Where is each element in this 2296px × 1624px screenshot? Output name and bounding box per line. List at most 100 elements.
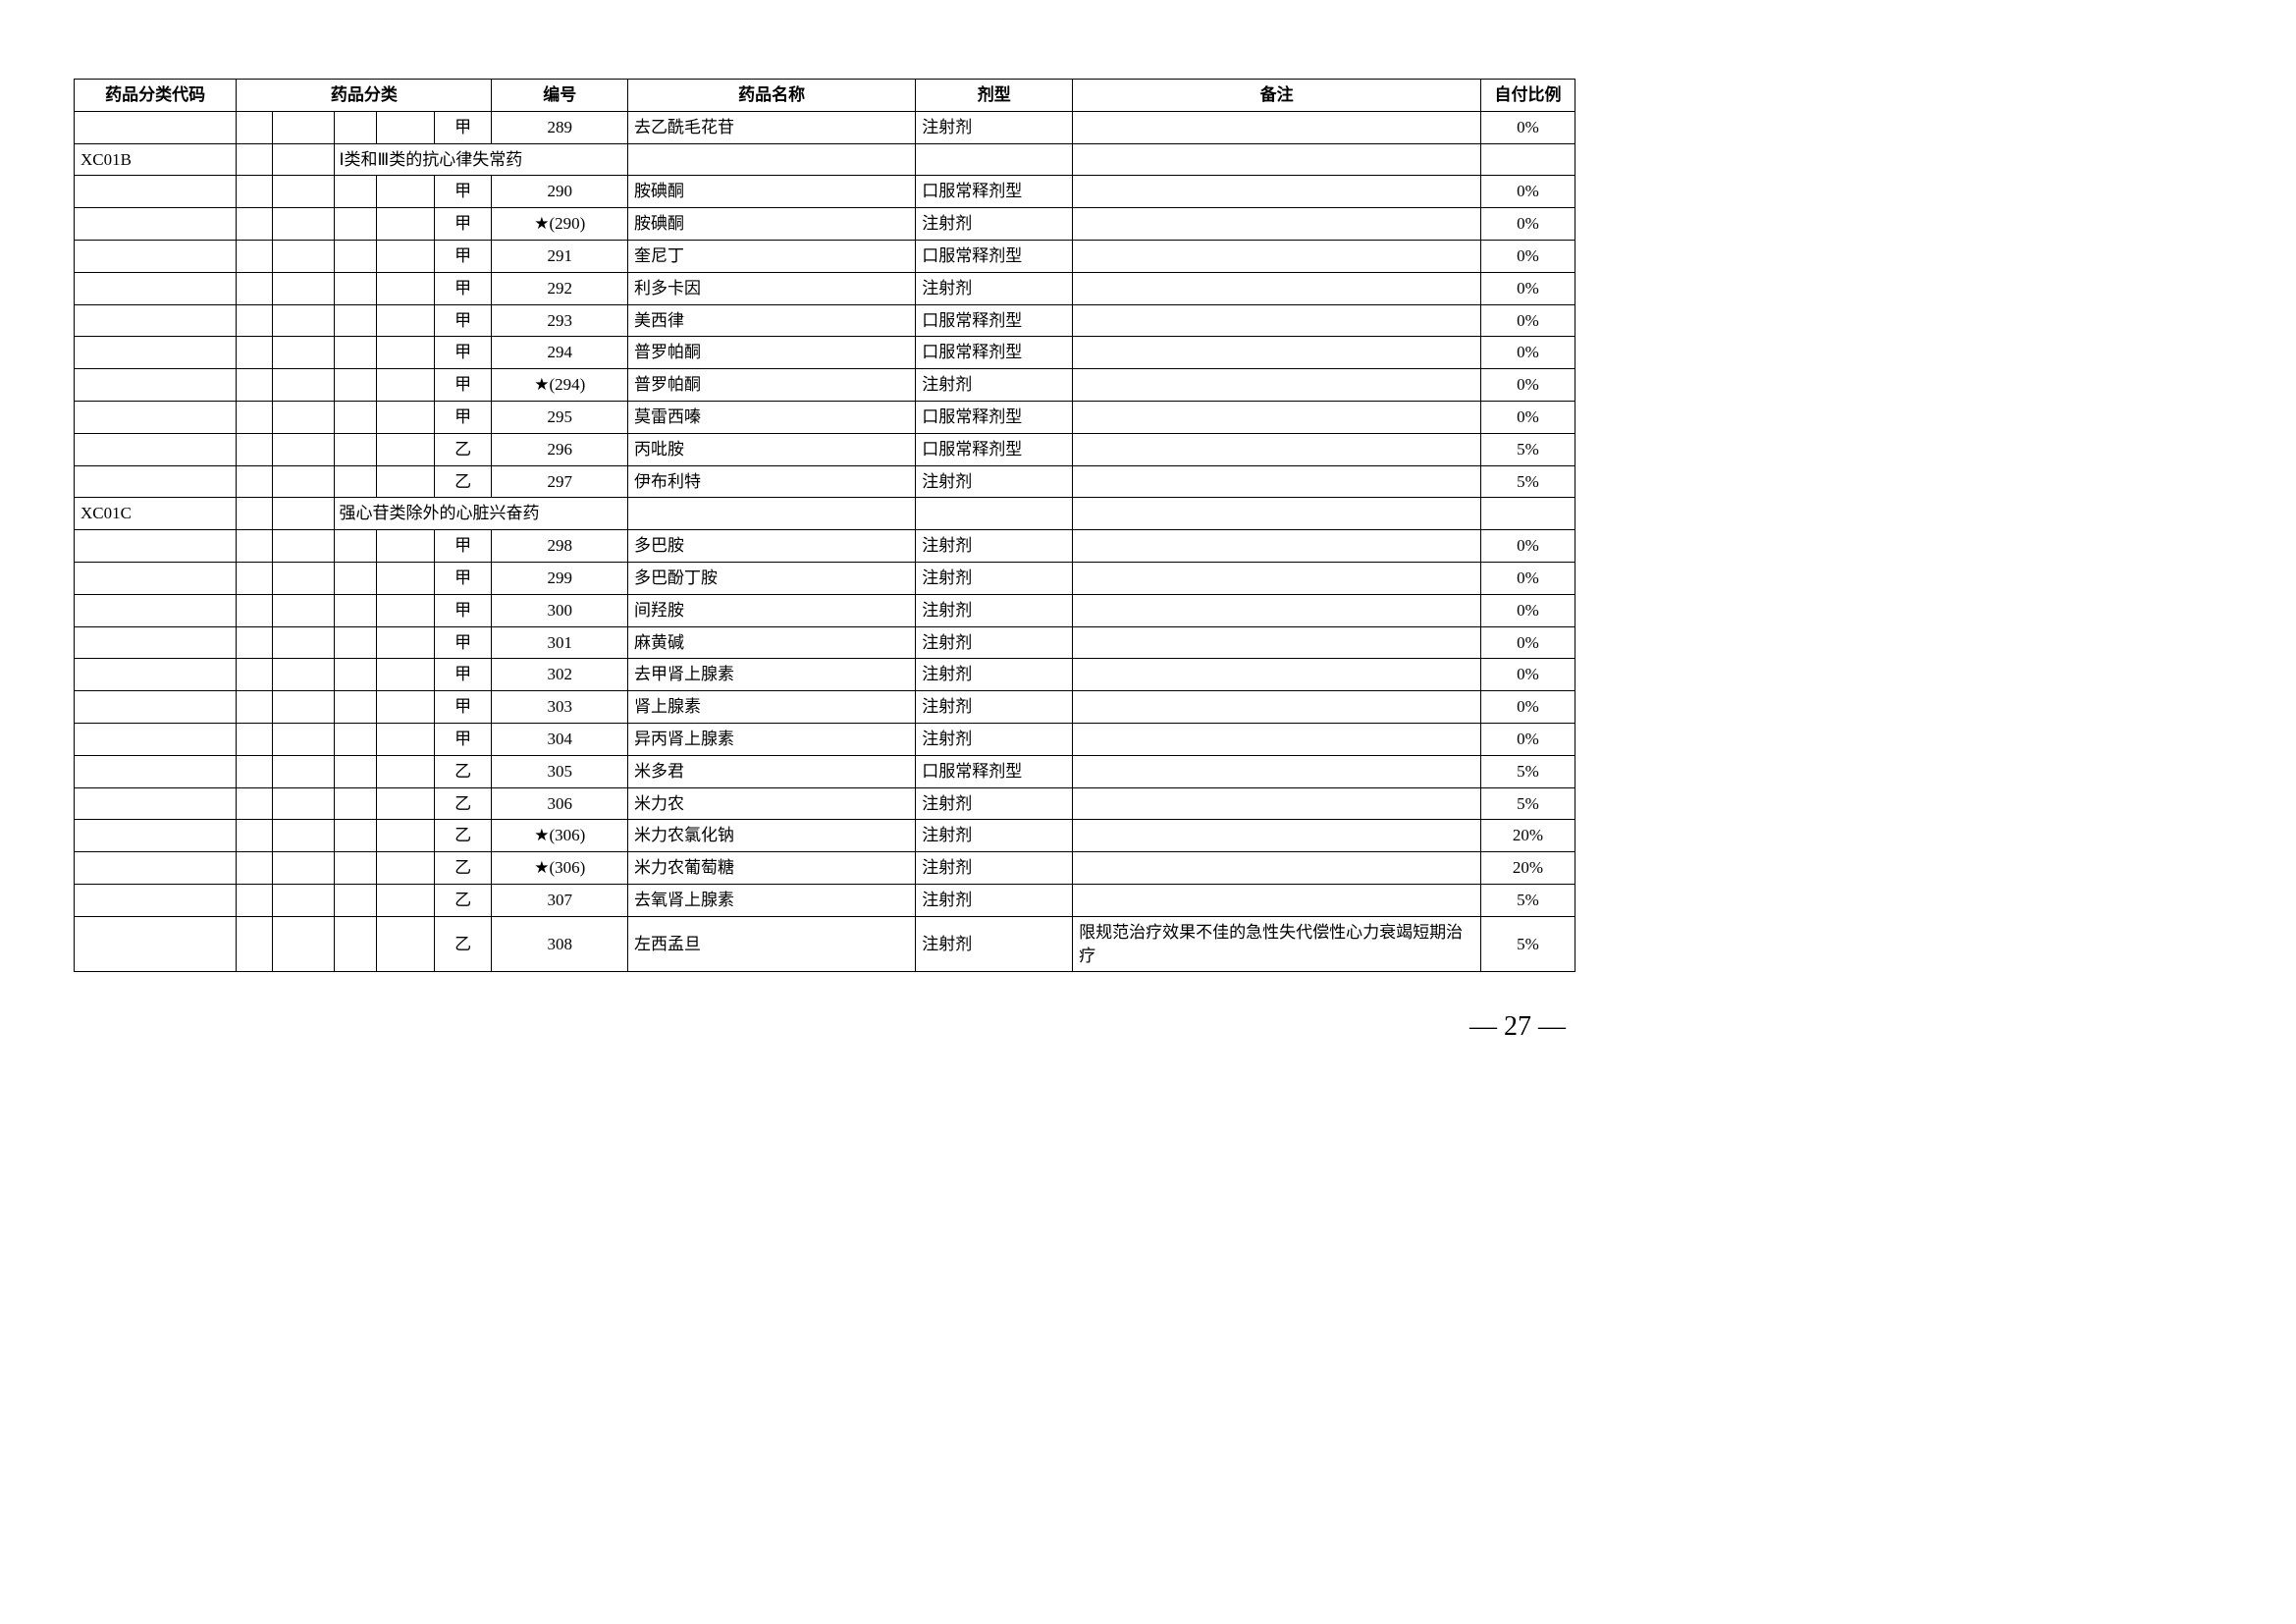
cell-pay: 0%: [1480, 240, 1575, 272]
cell-note: [1073, 594, 1481, 626]
table-row: 甲293美西律口服常释剂型0%: [75, 304, 1575, 337]
cell-drug-name: 去氧肾上腺素: [628, 884, 916, 916]
cell-code: [75, 530, 237, 563]
cell-cat-indent: [377, 530, 435, 563]
cell-number: 308: [492, 916, 628, 972]
cell-level: 甲: [434, 626, 492, 659]
cell-form: 注射剂: [916, 787, 1073, 820]
cell-cat-indent: [272, 852, 335, 885]
cell-number: 293: [492, 304, 628, 337]
cell-code: [75, 787, 237, 820]
cell-level: 乙: [434, 852, 492, 885]
cell-drug-name: 间羟胺: [628, 594, 916, 626]
header-name: 药品名称: [628, 80, 916, 112]
cell-number: 307: [492, 884, 628, 916]
cell-form: 口服常释剂型: [916, 176, 1073, 208]
cell-level: 甲: [434, 659, 492, 691]
cell-drug-name: 多巴酚丁胺: [628, 562, 916, 594]
cell-code: XC01C: [75, 498, 237, 530]
cell-drug-name: 去乙酰毛花苷: [628, 111, 916, 143]
cell-pay: 5%: [1480, 465, 1575, 498]
cell-level: 甲: [434, 401, 492, 433]
cell-cat-indent: [272, 691, 335, 724]
cell-drug-name: 米力农葡萄糖: [628, 852, 916, 885]
cell-cat-indent: [237, 143, 272, 176]
cell-cat-indent: [377, 562, 435, 594]
cell-drug-name: 胺碘酮: [628, 208, 916, 241]
cell-drug-name: 米力农氯化钠: [628, 820, 916, 852]
cell-cat-indent: [272, 208, 335, 241]
cell-cat-indent: [335, 240, 377, 272]
cell-form: 注射剂: [916, 852, 1073, 885]
cell-cat-indent: [377, 884, 435, 916]
table-row: 甲291奎尼丁口服常释剂型0%: [75, 240, 1575, 272]
cell-pay: 0%: [1480, 111, 1575, 143]
cell-number: 301: [492, 626, 628, 659]
cell-cat-indent: [377, 304, 435, 337]
cell-number: 289: [492, 111, 628, 143]
table-row: 甲294普罗帕酮口服常释剂型0%: [75, 337, 1575, 369]
table-row: 乙305米多君口服常释剂型5%: [75, 755, 1575, 787]
cell-cat-indent: [377, 465, 435, 498]
cell-cat-indent: [335, 369, 377, 402]
header-pay: 自付比例: [1480, 80, 1575, 112]
cell-pay: 0%: [1480, 176, 1575, 208]
cell-form: 口服常释剂型: [916, 433, 1073, 465]
table-row: 乙297伊布利特注射剂5%: [75, 465, 1575, 498]
table-row: 甲★(294)普罗帕酮注射剂0%: [75, 369, 1575, 402]
cell-form: 注射剂: [916, 562, 1073, 594]
cell-note: [1073, 369, 1481, 402]
cell-cat-indent: [237, 594, 272, 626]
cell-cat-indent: [272, 401, 335, 433]
cell-number: 306: [492, 787, 628, 820]
cell-cat-indent: [237, 755, 272, 787]
cell-pay: 0%: [1480, 723, 1575, 755]
cell-cat-indent: [377, 723, 435, 755]
cell-cat-indent: [237, 562, 272, 594]
cell-pay: 0%: [1480, 304, 1575, 337]
cell-pay: 5%: [1480, 755, 1575, 787]
cell-empty: [1073, 498, 1481, 530]
cell-cat-indent: [237, 240, 272, 272]
cell-code: [75, 433, 237, 465]
cell-form: 注射剂: [916, 530, 1073, 563]
header-category: 药品分类: [237, 80, 492, 112]
cell-level: 甲: [434, 272, 492, 304]
cell-drug-name: 多巴胺: [628, 530, 916, 563]
cell-level: 甲: [434, 208, 492, 241]
cell-drug-name: 美西律: [628, 304, 916, 337]
cell-code: [75, 208, 237, 241]
cell-cat-indent: [272, 594, 335, 626]
cell-code: [75, 176, 237, 208]
cell-form: 注射剂: [916, 594, 1073, 626]
cell-note: [1073, 562, 1481, 594]
cell-cat-indent: [272, 626, 335, 659]
cell-drug-name: 普罗帕酮: [628, 369, 916, 402]
cell-category-label: 强心苷类除外的心脏兴奋药: [335, 498, 628, 530]
cell-empty: [628, 143, 916, 176]
table-row: 甲290胺碘酮口服常释剂型0%: [75, 176, 1575, 208]
cell-level: 甲: [434, 337, 492, 369]
cell-cat-indent: [272, 176, 335, 208]
cell-code: [75, 272, 237, 304]
table-row: 甲289去乙酰毛花苷注射剂0%: [75, 111, 1575, 143]
cell-empty: [916, 143, 1073, 176]
cell-form: 注射剂: [916, 691, 1073, 724]
cell-cat-indent: [272, 304, 335, 337]
cell-level: 甲: [434, 691, 492, 724]
cell-number: 299: [492, 562, 628, 594]
cell-cat-indent: [335, 852, 377, 885]
table-row: 甲299多巴酚丁胺注射剂0%: [75, 562, 1575, 594]
cell-level: 甲: [434, 562, 492, 594]
cell-cat-indent: [237, 304, 272, 337]
cell-category-label: Ⅰ类和Ⅲ类的抗心律失常药: [335, 143, 628, 176]
cell-code: [75, 401, 237, 433]
cell-number: 292: [492, 272, 628, 304]
cell-note: [1073, 723, 1481, 755]
cell-cat-indent: [377, 787, 435, 820]
cell-cat-indent: [272, 111, 335, 143]
cell-level: 甲: [434, 369, 492, 402]
cell-form: 注射剂: [916, 820, 1073, 852]
cell-drug-name: 去甲肾上腺素: [628, 659, 916, 691]
cell-level: 甲: [434, 304, 492, 337]
